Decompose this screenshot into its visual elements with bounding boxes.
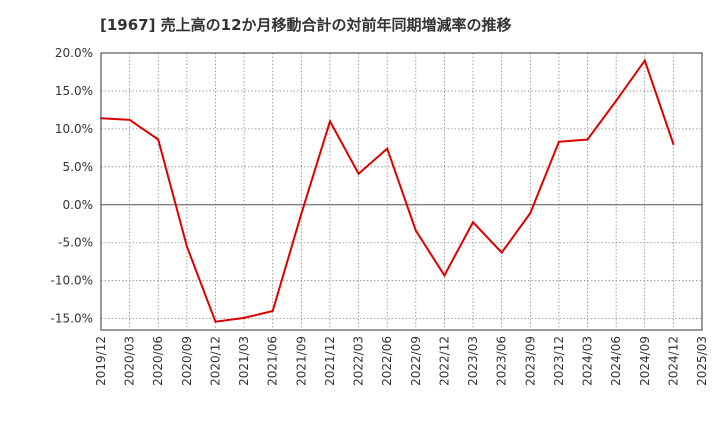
x-tick-label: 2023/03 (466, 336, 480, 386)
x-tick-label: 2023/09 (523, 336, 537, 386)
data-point (472, 221, 475, 224)
x-tick-label: 2025/03 (695, 336, 709, 386)
x-tick-label: 2021/03 (237, 336, 251, 386)
data-point (357, 172, 360, 175)
data-point (128, 118, 131, 121)
data-point (586, 138, 589, 141)
x-tick-label: 2021/12 (323, 336, 337, 386)
chart-title: [1967] 売上高の12か月移動合計の対前年同期増減率の推移 (100, 16, 512, 34)
y-tick-label: -15.0% (51, 312, 93, 326)
x-tick-label: 2022/12 (437, 336, 451, 386)
y-tick-label: 0.0% (63, 198, 94, 212)
x-tick-label: 2021/06 (266, 336, 280, 386)
x-tick-label: 2024/06 (609, 336, 623, 386)
data-point (414, 229, 417, 232)
x-tick-label: 2020/03 (123, 336, 137, 386)
x-tick-label: 2020/12 (208, 336, 222, 386)
data-point (271, 310, 274, 313)
y-axis: 20.0% 15.0% 10.0% 5.0% 0.0% -5.0% -10.0% -15.0% (51, 46, 93, 326)
data-point (643, 59, 646, 62)
x-tick-label: 2019/12 (94, 336, 108, 386)
data-point (672, 143, 675, 146)
x-tick-label: 2020/06 (151, 336, 165, 386)
x-tick-label: 2020/09 (180, 336, 194, 386)
y-tick-label: 15.0% (55, 84, 93, 98)
x-tick-label: 2022/09 (409, 336, 423, 386)
plot-frame (100, 52, 703, 331)
data-point (157, 138, 160, 141)
data-point (243, 316, 246, 319)
data-point (443, 274, 446, 277)
y-tick-label: 20.0% (55, 46, 93, 60)
data-point (214, 320, 217, 323)
data-point (529, 212, 532, 215)
x-tick-label: 2022/03 (352, 336, 366, 386)
data-point (386, 147, 389, 150)
data-point (557, 140, 560, 143)
data-point (328, 120, 331, 123)
x-tick-label: 2024/12 (666, 336, 680, 386)
x-tick-label: 2024/09 (638, 336, 652, 386)
y-tick-label: -10.0% (51, 274, 93, 288)
y-tick-label: -5.0% (58, 236, 93, 250)
x-tick-label: 2024/03 (581, 336, 595, 386)
y-tick-label: 5.0% (63, 160, 94, 174)
data-point (615, 99, 618, 102)
x-tick-label: 2023/06 (495, 336, 509, 386)
x-tick-label: 2021/09 (294, 336, 308, 386)
x-axis: 2019/12 2020/03 2020/06 2020/09 2020/12 2021/… (94, 336, 709, 386)
x-tick-label: 2023/12 (552, 336, 566, 386)
y-tick-label: 10.0% (55, 122, 93, 136)
data-point (500, 251, 503, 254)
data-point (185, 245, 188, 248)
data-point (300, 212, 303, 215)
x-tick-label: 2022/06 (380, 336, 394, 386)
